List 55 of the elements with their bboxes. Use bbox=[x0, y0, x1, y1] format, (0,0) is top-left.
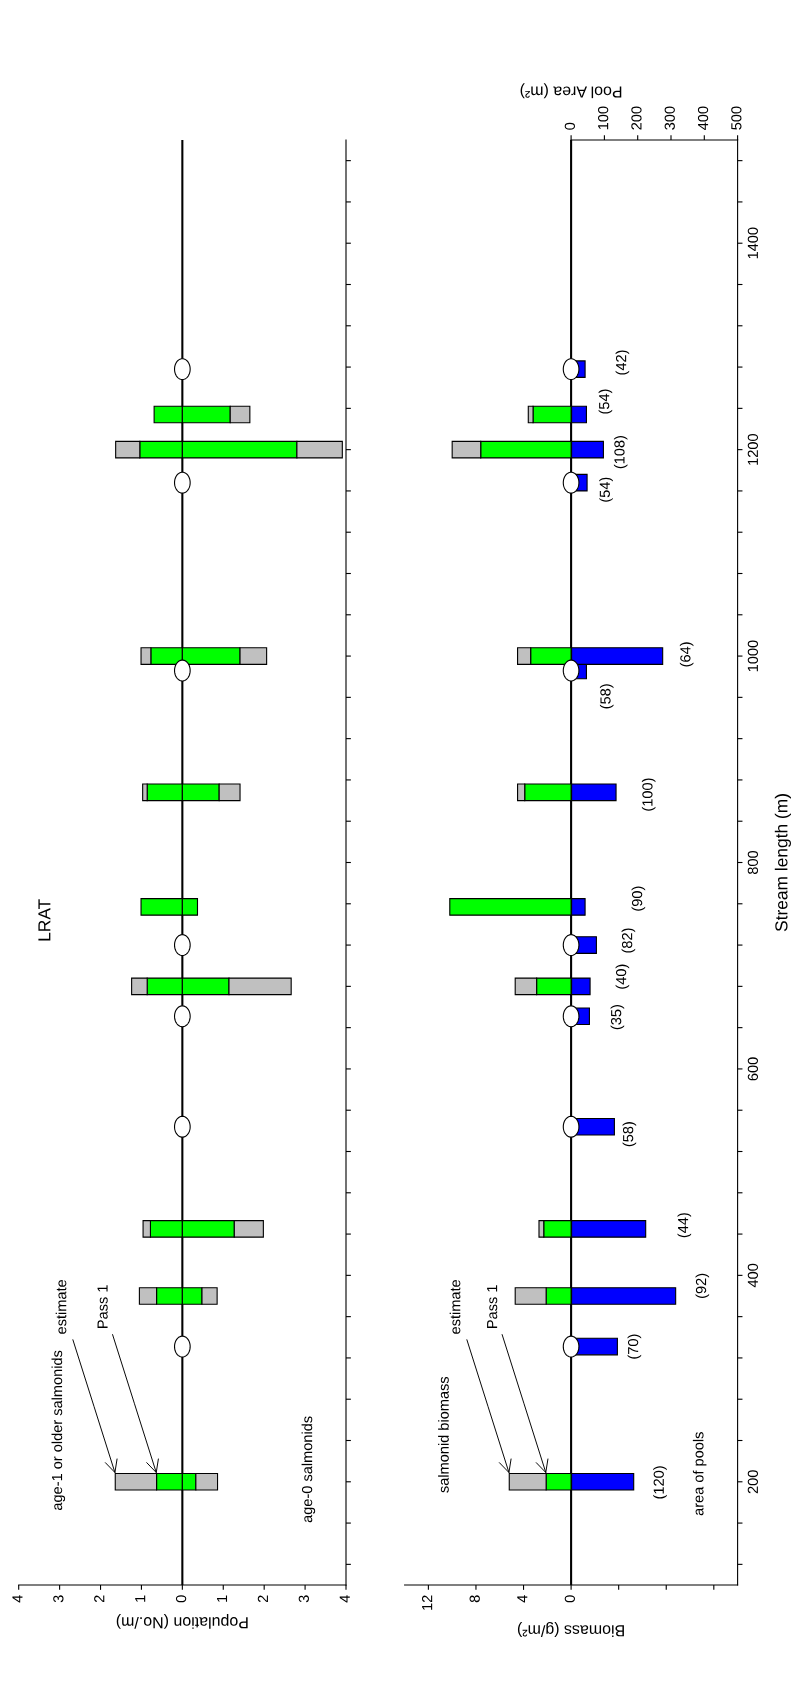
x-tick-label: 0 bbox=[175, 1595, 187, 1603]
annotation: (40) bbox=[615, 964, 630, 989]
y-axis-title: Stream length (m) bbox=[774, 794, 791, 932]
x-tick-label: 200 bbox=[631, 106, 642, 130]
x-tick-label: 500 bbox=[731, 106, 742, 130]
annotation: (64) bbox=[679, 642, 694, 667]
y-tick-label: 600 bbox=[747, 1057, 759, 1081]
x-tick-label: 1 bbox=[217, 1595, 228, 1602]
x-axis-title: Pool Area (m²) bbox=[520, 83, 622, 99]
x-tick-label: 100 bbox=[597, 106, 609, 130]
x-tick-label: 400 bbox=[697, 106, 709, 130]
annotation: (58) bbox=[599, 684, 614, 709]
text: estimate bbox=[55, 1279, 67, 1334]
x-tick-label: 2 bbox=[94, 1595, 105, 1603]
x-tick-label: 8 bbox=[469, 1595, 480, 1603]
text: Pass 1 bbox=[97, 1285, 108, 1328]
annotation: age-0 salmonids bbox=[301, 1416, 316, 1523]
x-tick-label: 2 bbox=[257, 1595, 268, 1603]
y-tick-label: 800 bbox=[747, 850, 759, 875]
annotation: (90) bbox=[631, 886, 646, 911]
annotation: (35) bbox=[610, 1005, 625, 1030]
annotation: (92) bbox=[695, 1273, 710, 1298]
text: LRAT bbox=[38, 899, 51, 941]
x-tick-label: 4 bbox=[517, 1595, 528, 1603]
x-tick-label: 12 bbox=[421, 1595, 433, 1610]
y-tick-label: 1200 bbox=[747, 433, 759, 465]
annotation: age-1 or older salmonids bbox=[51, 1350, 66, 1511]
annotation: (42) bbox=[615, 350, 630, 375]
text: estimate bbox=[449, 1279, 461, 1334]
x-tick-label: 0 bbox=[564, 122, 576, 130]
annotation: salmonid biomass bbox=[438, 1376, 449, 1493]
annotation: (100) bbox=[641, 778, 656, 811]
y-tick-label: 1400 bbox=[747, 227, 759, 259]
x-tick-label: 1 bbox=[135, 1595, 146, 1602]
annotation: (120) bbox=[653, 1466, 667, 1499]
x-tick-label: 3 bbox=[298, 1595, 309, 1603]
annotation: (54) bbox=[599, 477, 613, 502]
annotation: (108) bbox=[613, 436, 628, 469]
text: Pass 1 bbox=[487, 1285, 498, 1328]
x-axis-title: Biomass (g/m²) bbox=[517, 1622, 624, 1637]
y-tick-label: 400 bbox=[747, 1263, 759, 1288]
annotation: area of pools bbox=[692, 1432, 707, 1516]
annotation: (44) bbox=[677, 1213, 692, 1238]
annotation: (82) bbox=[621, 928, 636, 953]
annotation: (70) bbox=[627, 1334, 642, 1359]
annotation: (58) bbox=[622, 1122, 637, 1147]
x-tick-label: 0 bbox=[564, 1595, 576, 1603]
x-tick-label: 4 bbox=[12, 1595, 23, 1603]
y-tick-label: 1000 bbox=[747, 640, 759, 672]
x-tick-label: 3 bbox=[53, 1595, 64, 1603]
x-tick-label: 300 bbox=[664, 106, 675, 130]
x-axis-title: Population (No./m) bbox=[116, 1613, 248, 1629]
annotation: (54) bbox=[598, 389, 613, 414]
x-tick-label: 4 bbox=[339, 1595, 350, 1603]
y-tick-label: 200 bbox=[747, 1470, 759, 1494]
